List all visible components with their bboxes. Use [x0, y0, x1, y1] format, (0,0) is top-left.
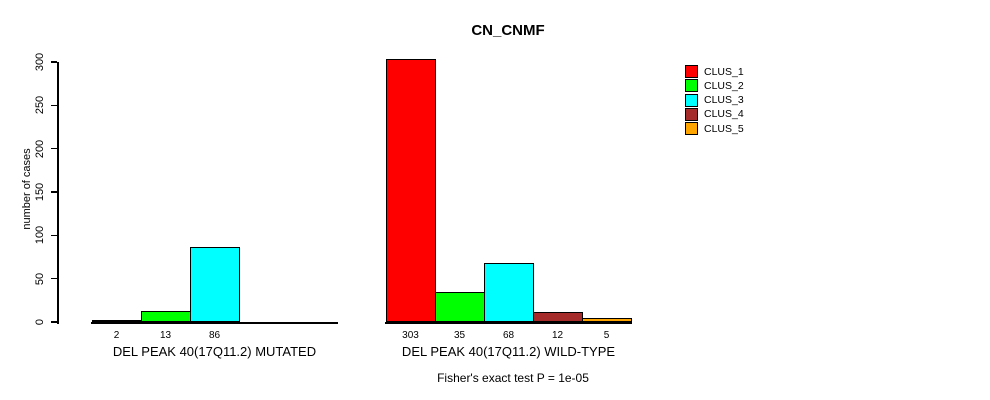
legend-label: CLUS_5 [704, 122, 744, 135]
bar-clus_2-group1 [141, 311, 191, 322]
x-axis-group-label: DEL PEAK 40(17Q11.2) MUTATED [112, 344, 317, 359]
legend-label: CLUS_2 [704, 79, 744, 92]
legend-label: CLUS_3 [704, 94, 744, 106]
y-axis-tick-label: 0 [34, 318, 46, 326]
bar-clus_1-group2 [386, 59, 436, 322]
bar-value-label: 35 [453, 330, 466, 341]
legend-label: CLUS_4 [704, 108, 744, 121]
y-axis-tick [51, 321, 57, 323]
bar-value-label: 12 [551, 330, 564, 341]
y-axis-tick-label: 100 [34, 226, 46, 245]
legend-entry-clus_3: CLUS_3 [685, 93, 744, 107]
y-axis-tick [51, 147, 57, 150]
legend-swatch-clus_2 [685, 79, 698, 93]
y-axis-tick-label: 200 [34, 139, 46, 158]
chart-title: CN_CNMF [471, 22, 545, 39]
bar-clus_1-group1 [92, 320, 142, 322]
y-axis-tick-label: 150 [34, 182, 46, 202]
y-axis-tick-label: 50 [34, 272, 46, 285]
legend-swatch-clus_5 [685, 122, 698, 135]
x-axis-baseline [91, 322, 338, 324]
bar-clus_3-group1 [190, 247, 240, 322]
legend-entry-clus_5: CLUS_5 [685, 122, 744, 135]
y-axis-tick [51, 61, 57, 63]
y-axis-tick [51, 234, 57, 237]
bar-clus_2-group2 [435, 292, 485, 322]
x-axis-group-label: DEL PEAK 40(17Q11.2) WILD-TYPE [401, 344, 616, 359]
y-axis-tick [51, 191, 57, 193]
bar-value-label: 5 [603, 330, 610, 341]
y-axis-tick-label: 300 [34, 52, 46, 72]
x-axis-baseline [385, 322, 632, 324]
legend-entry-clus_2: CLUS_2 [685, 79, 744, 93]
y-axis-tick-label: 250 [34, 96, 46, 115]
y-axis-line [57, 62, 59, 324]
y-axis-tick [51, 277, 57, 280]
bar-value-label: 2 [113, 330, 120, 341]
bar-clus_4-group2 [533, 312, 583, 322]
legend-swatch-clus_4 [685, 107, 698, 121]
fisher-test-note: Fisher's exact test P = 1e-05 [437, 371, 589, 385]
y-axis-tick [51, 104, 57, 107]
y-axis-title: number of cases [21, 148, 33, 230]
bar-value-label: 13 [159, 330, 172, 341]
bar-clus_5-group2 [582, 318, 632, 322]
legend-swatch-clus_1 [685, 65, 698, 78]
bar-value-label: 68 [502, 330, 515, 341]
bar-value-label: 303 [402, 330, 419, 341]
legend-entry-clus_4: CLUS_4 [685, 107, 744, 121]
legend-entry-clus_1: CLUS_1 [685, 65, 744, 78]
legend-label: CLUS_1 [704, 65, 744, 78]
bar-value-label: 86 [208, 330, 221, 341]
legend-swatch-clus_3 [685, 93, 698, 107]
bar-clus_3-group2 [484, 263, 534, 322]
